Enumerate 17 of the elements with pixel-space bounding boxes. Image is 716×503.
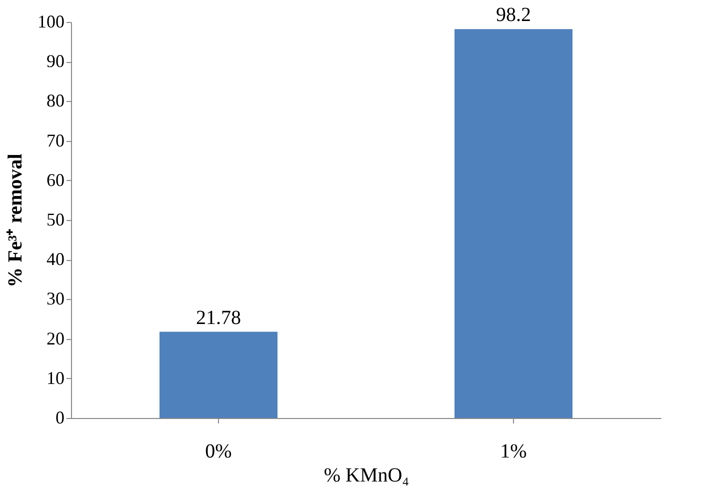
y-tick-label: 40 <box>46 249 64 270</box>
y-tick-label: 30 <box>46 288 64 309</box>
y-tick-label: 100 <box>38 12 64 32</box>
y-tick-label: 60 <box>46 170 64 190</box>
x-tick-label: 0% <box>205 440 232 462</box>
x-axis-title: % KMnO₄ <box>324 464 410 486</box>
y-tick-label: 20 <box>46 328 64 348</box>
x-tick-label: 1% <box>500 440 527 462</box>
y-tick-label: 90 <box>46 51 64 72</box>
y-tick-label: 50 <box>46 210 64 230</box>
data-label: 98.2 <box>496 4 531 26</box>
y-axis-title: % Fe³⁺ removal <box>4 153 26 288</box>
y-tick-label: 0 <box>56 408 64 428</box>
y-tick-label: 80 <box>46 90 64 111</box>
y-tick-label: 70 <box>46 130 64 150</box>
y-tick-label: 10 <box>46 368 64 388</box>
data-label: 21.78 <box>196 306 241 329</box>
